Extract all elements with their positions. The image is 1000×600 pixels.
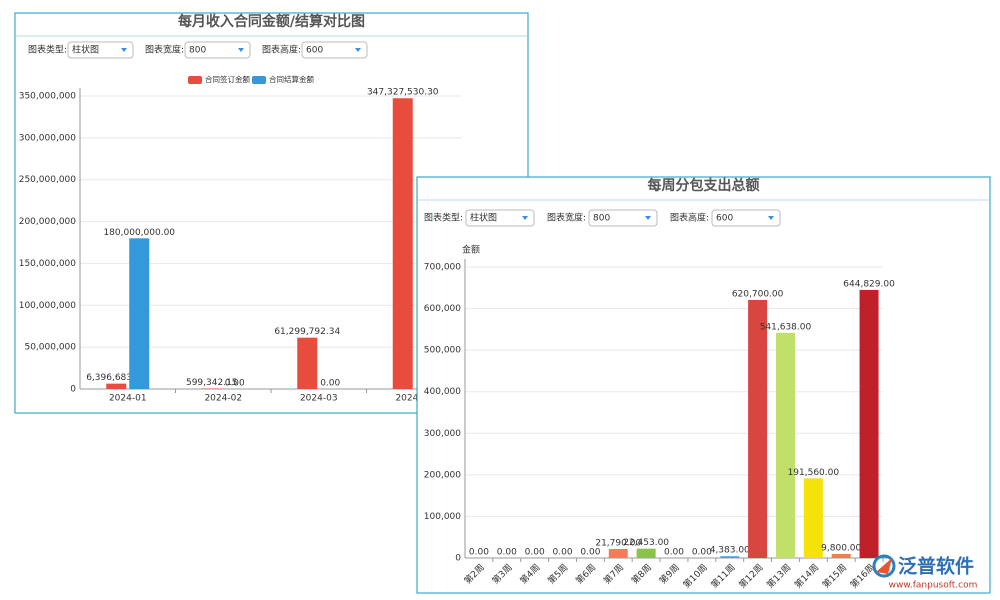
bar: [859, 289, 879, 558]
y-tick-label: 0: [70, 385, 76, 395]
control-label: 图表类型:: [424, 212, 463, 224]
select-arrow: [768, 216, 774, 220]
logo-icon-accent: [876, 558, 892, 574]
control-label: 图表类型:: [28, 44, 67, 56]
select-arrow: [645, 216, 651, 220]
bar: [831, 553, 851, 558]
legend-swatch[interactable]: [188, 76, 202, 84]
bar: [608, 548, 628, 558]
y-tick-label: 400,000: [424, 387, 461, 397]
bar: [775, 332, 795, 558]
control-label: 图表高度:: [262, 44, 301, 56]
y-axis-label: 金额: [462, 244, 480, 256]
value-label: 9,800.00: [821, 543, 861, 553]
y-tick-label: 300,000: [424, 429, 461, 439]
chart-title: 每周分包支出总额: [648, 177, 760, 194]
x-tick-label: 2024-02: [204, 394, 242, 404]
value-label: 599,342.15: [186, 378, 238, 388]
bar: [201, 388, 222, 389]
watermark: 泛普软件 www.fanpusoft.com: [872, 554, 978, 591]
bar: [297, 337, 318, 389]
value-label: 0.00: [469, 548, 489, 558]
control-label: 图表宽度:: [547, 212, 586, 224]
legend-label[interactable]: 合同签订金额: [205, 74, 250, 84]
value-label: 644,829.00: [843, 279, 895, 289]
legend-swatch[interactable]: [252, 76, 266, 84]
select-value[interactable]: 600: [306, 46, 323, 56]
y-tick-label: 0: [455, 554, 461, 564]
watermark-name: 泛普软件: [898, 555, 974, 578]
select-value[interactable]: 800: [593, 214, 610, 224]
value-label: 347,327,530.30: [367, 88, 439, 98]
select-box[interactable]: [184, 41, 251, 59]
x-tick-label: 2024-03: [300, 394, 338, 404]
value-label: 0.00: [664, 548, 684, 558]
select-box[interactable]: [711, 209, 781, 227]
value-label: 4,383.00: [710, 546, 750, 556]
select-value[interactable]: 柱状图: [470, 212, 497, 224]
select-box[interactable]: [301, 41, 368, 59]
logo-icon: [872, 554, 896, 578]
bar: [129, 238, 150, 389]
value-label: 0.00: [553, 548, 573, 558]
value-label: 21,790.00: [595, 538, 641, 548]
value-label: 0.00: [525, 548, 545, 558]
y-tick-label: 150,000,000: [19, 259, 77, 269]
select-box[interactable]: [465, 209, 535, 227]
bar: [748, 299, 768, 558]
value-label: 0.00: [225, 379, 245, 389]
bar: [720, 556, 740, 558]
bar: [636, 548, 656, 558]
value-label: 541,638.00: [760, 322, 812, 332]
x-tick-label: 2024-04: [395, 394, 433, 404]
y-tick-label: 300,000,000: [19, 133, 77, 143]
select-value[interactable]: 800: [189, 46, 206, 56]
value-label: 0.00: [497, 548, 517, 558]
legend-label[interactable]: 合同结算金额: [269, 74, 314, 84]
select-arrow: [355, 48, 361, 52]
watermark-url: www.fanpusoft.com: [889, 581, 978, 591]
value-label: 22,453.00: [623, 538, 669, 548]
select-value[interactable]: 柱状图: [72, 44, 99, 56]
select-arrow: [121, 48, 127, 52]
y-tick-label: 200,000,000: [19, 217, 77, 227]
y-tick-label: 500,000: [424, 346, 461, 356]
select-value[interactable]: 600: [716, 214, 733, 224]
control-label: 图表宽度:: [145, 44, 184, 56]
bar: [106, 383, 127, 389]
value-label: 0.00: [692, 548, 712, 558]
y-tick-label: 250,000,000: [19, 175, 77, 185]
value-label: 620,700.00: [732, 289, 784, 299]
value-label: 0.00: [320, 379, 340, 389]
value-label: 61,299,792.34: [274, 327, 340, 337]
value-label: 180,000,000.00: [103, 228, 175, 238]
y-tick-label: 350,000,000: [19, 92, 77, 102]
y-tick-label: 600,000: [424, 304, 461, 314]
chart-title: 每月收入合同金额/结算对比图: [178, 13, 365, 30]
value-label: 6,396,683.50: [86, 373, 146, 383]
select-arrow: [522, 216, 528, 220]
y-tick-label: 50,000,000: [24, 343, 76, 353]
control-label: 图表高度:: [670, 212, 709, 224]
y-tick-label: 700,000: [424, 263, 461, 273]
select-arrow: [238, 48, 244, 52]
select-box[interactable]: [588, 209, 658, 227]
x-tick-label: 2024-01: [109, 394, 147, 404]
panel-frame: [416, 176, 991, 594]
y-tick-label: 200,000: [424, 470, 461, 480]
value-label: 191,560.00: [788, 468, 840, 478]
y-tick-label: 100,000: [424, 512, 461, 522]
bar: [803, 478, 823, 558]
select-box[interactable]: [67, 41, 134, 59]
value-label: 0.00: [580, 548, 600, 558]
y-tick-label: 100,000,000: [19, 301, 77, 311]
bar: [392, 98, 413, 389]
